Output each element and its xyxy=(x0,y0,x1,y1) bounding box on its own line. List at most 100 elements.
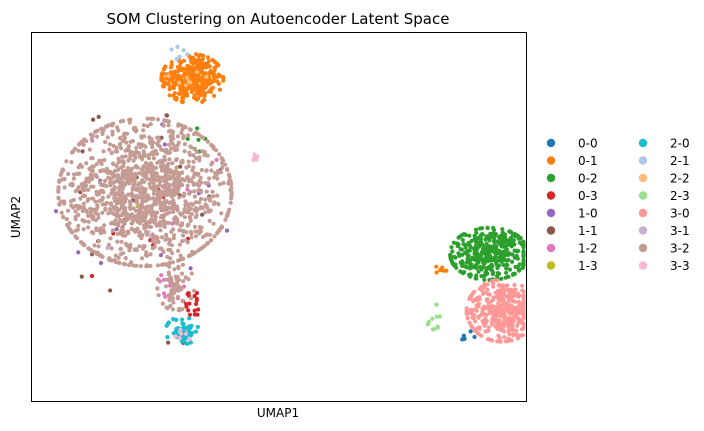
point-3-2 xyxy=(178,253,183,258)
point-3-0 xyxy=(494,294,499,299)
point-3-2 xyxy=(229,194,234,199)
point-3-0 xyxy=(495,339,500,344)
point-3-2 xyxy=(116,221,121,226)
point-3-0 xyxy=(521,296,526,301)
point-3-2 xyxy=(180,239,185,244)
point-3-2 xyxy=(102,223,107,228)
point-3-2 xyxy=(131,182,136,187)
point-0-1 xyxy=(172,91,177,96)
point-3-2 xyxy=(221,180,226,186)
point-3-0 xyxy=(509,295,514,300)
point-3-2 xyxy=(204,203,209,208)
point-0-2 xyxy=(492,248,497,254)
point-3-2 xyxy=(115,211,120,216)
point-3-0 xyxy=(486,337,491,342)
point-0-2 xyxy=(460,263,465,268)
point-3-2 xyxy=(175,143,180,148)
legend-marker-2-2 xyxy=(638,173,648,183)
point-0-2 xyxy=(484,234,489,239)
point-3-2 xyxy=(139,201,145,206)
point-1-2 xyxy=(214,157,219,162)
point-3-0 xyxy=(507,290,512,295)
x-axis-label: UMAP1 xyxy=(257,406,299,420)
point-3-2 xyxy=(139,134,144,139)
point-3-2 xyxy=(197,225,203,230)
point-3-2 xyxy=(174,157,179,162)
point-3-2 xyxy=(104,200,109,206)
point-3-2 xyxy=(160,301,165,306)
point-3-2 xyxy=(174,221,179,226)
point-3-2 xyxy=(141,123,146,128)
point-3-2 xyxy=(89,175,94,180)
point-3-0 xyxy=(513,310,519,315)
point-0-2 xyxy=(477,226,483,231)
point-3-2 xyxy=(137,244,142,249)
point-1-1 xyxy=(79,274,84,279)
point-3-2 xyxy=(134,197,139,202)
point-3-2 xyxy=(218,170,224,175)
point-3-2 xyxy=(94,134,99,139)
point-3-2 xyxy=(184,165,189,170)
point-3-2 xyxy=(107,207,113,212)
point-3-2 xyxy=(187,191,192,196)
point-3-0 xyxy=(501,324,506,329)
point-3-2 xyxy=(156,138,161,143)
point-0-1 xyxy=(212,93,217,98)
point-3-2 xyxy=(116,156,121,161)
point-3-2 xyxy=(133,229,138,234)
point-3-2 xyxy=(193,200,198,205)
point-2-0 xyxy=(173,329,178,334)
point-3-0 xyxy=(470,325,475,330)
point-3-2 xyxy=(126,231,131,236)
point-3-2 xyxy=(203,197,208,202)
point-3-2 xyxy=(198,196,204,201)
legend-label-3-3: 3-3 xyxy=(670,259,690,273)
point-3-2 xyxy=(171,136,176,141)
point-0-2 xyxy=(499,241,504,246)
point-3-2 xyxy=(144,229,149,235)
point-0-2 xyxy=(196,137,201,142)
point-3-2 xyxy=(86,246,91,251)
point-0-2 xyxy=(461,241,466,247)
point-0-2 xyxy=(509,237,514,242)
point-3-2 xyxy=(180,233,186,238)
point-3-0 xyxy=(518,308,523,313)
point-3-2 xyxy=(189,271,194,276)
point-3-2 xyxy=(112,184,117,190)
point-0-1 xyxy=(189,71,194,77)
point-3-2 xyxy=(184,201,190,206)
point-0-1 xyxy=(182,72,187,77)
point-3-2 xyxy=(212,234,217,239)
point-3-2 xyxy=(179,130,184,135)
point-3-2 xyxy=(183,275,188,280)
point-2-0 xyxy=(193,329,199,334)
point-2-2 xyxy=(186,79,191,84)
point-0-2 xyxy=(464,260,470,265)
point-3-2 xyxy=(150,246,155,251)
point-3-0 xyxy=(482,285,487,290)
point-0-1 xyxy=(191,95,197,100)
point-0-2 xyxy=(480,265,486,270)
point-0-2 xyxy=(507,267,513,272)
point-3-2 xyxy=(107,169,112,174)
point-0-2 xyxy=(456,235,461,240)
point-3-2 xyxy=(189,235,194,240)
point-3-0 xyxy=(505,300,510,306)
point-3-2 xyxy=(185,240,190,245)
point-3-2 xyxy=(193,229,198,234)
point-0-1 xyxy=(160,71,165,76)
y-axis-label: UMAP2 xyxy=(9,196,23,238)
point-3-0 xyxy=(490,316,495,321)
point-0-2 xyxy=(500,227,505,232)
point-3-2 xyxy=(149,116,154,121)
point-3-0 xyxy=(509,338,514,343)
point-3-2 xyxy=(167,272,172,277)
point-3-2 xyxy=(155,263,161,268)
point-3-2 xyxy=(81,227,86,232)
point-3-2 xyxy=(186,222,191,227)
point-3-2 xyxy=(166,247,171,252)
point-3-2 xyxy=(170,307,175,312)
point-3-2 xyxy=(178,181,183,186)
series-3-3 xyxy=(173,152,260,342)
point-3-2 xyxy=(172,216,177,221)
